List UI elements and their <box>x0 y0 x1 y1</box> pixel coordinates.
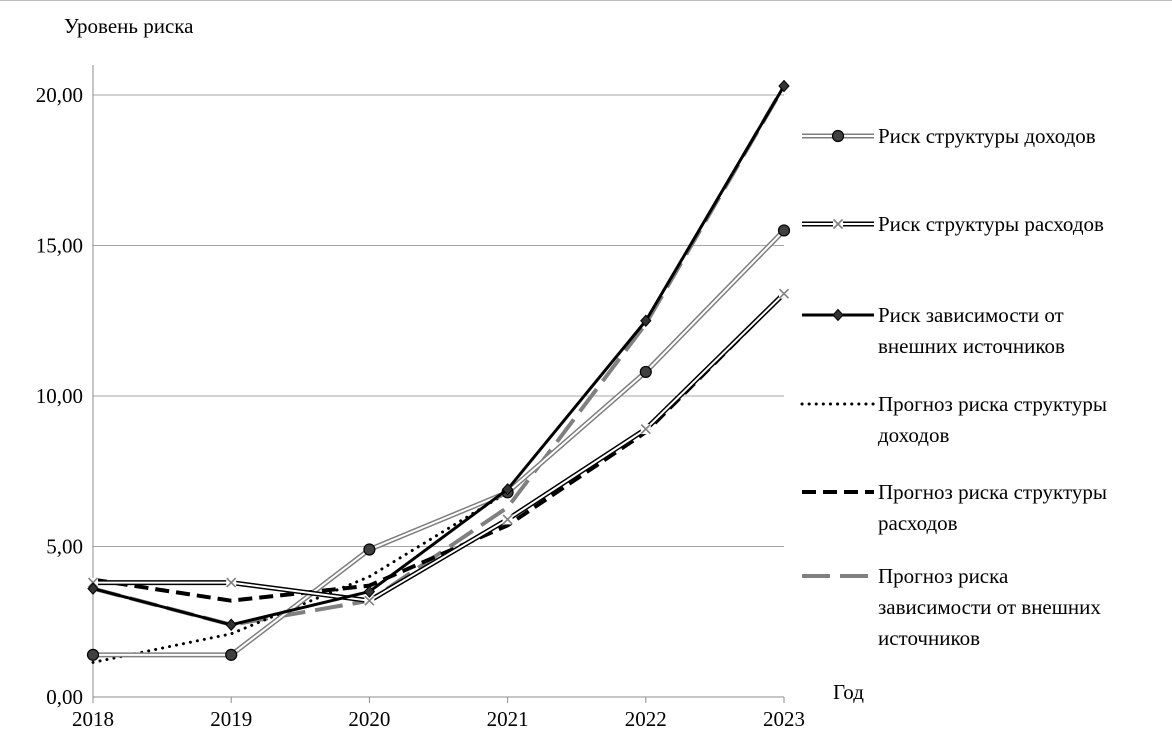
x-marker-cross <box>778 288 790 299</box>
x-tick-label: 2020 <box>348 707 390 731</box>
data-point <box>363 543 376 556</box>
legend-label: Прогноз риска <box>878 564 1009 588</box>
x-tick-label: 2023 <box>763 707 805 731</box>
series-line <box>93 228 786 658</box>
y-axis-label: Уровень риска <box>64 14 194 38</box>
axes: 0,00 5,00 10,00 15,00 20,00 2018 2019 2020 2021 2… <box>36 65 805 731</box>
y-tick-label: 0,00 <box>46 685 83 709</box>
y-tick-label: 5,00 <box>46 535 83 559</box>
line-inner <box>93 292 785 602</box>
legend-item-3: Риск зависимости от внешних источников <box>802 303 1065 358</box>
data-point <box>639 365 652 379</box>
legend-label: Прогноз риска структуры <box>878 392 1107 416</box>
x-marker-cross <box>502 514 513 525</box>
legend-item-5: Прогноз риска структуры расходов <box>802 480 1107 535</box>
legend-item-4: Прогноз риска структуры доходов <box>800 392 1107 447</box>
line-outer <box>93 228 786 658</box>
y-tick-label: 15,00 <box>36 234 83 258</box>
legend-marker <box>832 308 844 322</box>
top-divider <box>0 0 1172 1</box>
x-axis-label: Год <box>833 680 864 704</box>
x-marker-cross <box>226 577 237 588</box>
data-point <box>501 483 514 496</box>
series-3 <box>87 79 790 632</box>
x-tick-label: 2018 <box>72 707 114 731</box>
legend-label: Риск зависимости от <box>878 303 1064 327</box>
data-point <box>364 595 375 606</box>
legend-item-6: Прогноз риска зависимости от внешних источ… <box>802 564 1101 650</box>
series-line <box>93 291 786 604</box>
line-inner <box>93 229 785 656</box>
grid <box>93 94 784 547</box>
series-line <box>91 228 786 664</box>
data-point <box>640 314 652 327</box>
x-marker-cross <box>364 595 375 606</box>
data-point <box>363 585 376 598</box>
series-line <box>92 292 786 603</box>
x-marker-cross <box>832 218 844 230</box>
legend-label: расходов <box>878 511 958 535</box>
data-point <box>226 577 237 588</box>
data-point <box>225 648 238 661</box>
data-point <box>86 648 100 661</box>
legend-marker <box>832 218 844 230</box>
x-tick-label: 2019 <box>210 707 252 731</box>
data-point <box>640 424 651 435</box>
legend-label: внешних источников <box>878 334 1065 358</box>
y-tick-label: 20,00 <box>36 83 83 107</box>
series-lines <box>86 79 791 664</box>
series-line <box>92 84 786 627</box>
y-tick-label: 10,00 <box>36 384 83 408</box>
x-marker-cross <box>640 424 651 435</box>
data-point <box>225 618 237 632</box>
legend-label: доходов <box>878 423 949 447</box>
series-1 <box>86 224 791 661</box>
data-point <box>777 224 791 237</box>
legend-item-1: Риск структуры доходов <box>802 124 1096 148</box>
legend-label: зависимости от внешних <box>878 595 1101 619</box>
legend: Риск структуры доходов Риск структуры рас… <box>800 124 1107 650</box>
series-5 <box>92 292 786 603</box>
legend-item-2: Риск структуры расходов <box>802 212 1104 236</box>
legend-label: источников <box>878 626 980 650</box>
data-point <box>778 288 790 299</box>
legend-label: Прогноз риска структуры <box>878 480 1107 504</box>
x-tick-label: 2021 <box>487 707 529 731</box>
data-point <box>502 514 513 525</box>
series-6 <box>92 84 786 627</box>
data-point <box>87 582 99 595</box>
series-4 <box>91 228 786 664</box>
legend-marker <box>831 129 845 143</box>
legend-label: Риск структуры доходов <box>878 124 1096 148</box>
legend-label: Риск структуры расходов <box>878 212 1104 236</box>
series-line <box>92 85 786 627</box>
x-tick-label: 2022 <box>625 707 667 731</box>
data-point <box>778 79 790 93</box>
